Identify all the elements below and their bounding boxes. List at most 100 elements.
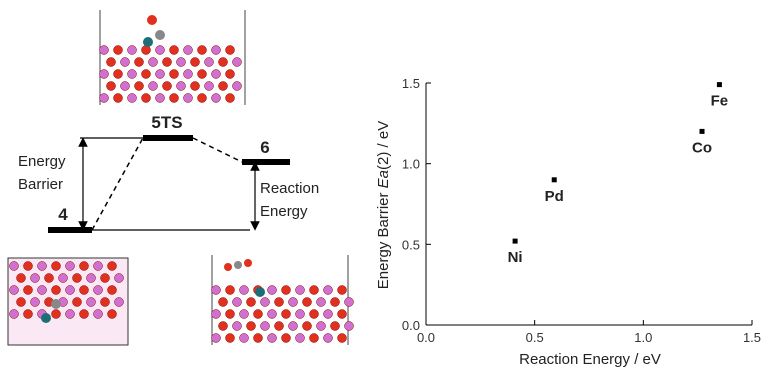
atom: [24, 286, 33, 295]
atom: [310, 334, 319, 343]
atom: [219, 58, 228, 67]
atom: [149, 82, 158, 91]
atom: [261, 298, 270, 307]
y-tick-label: 1.0: [402, 157, 420, 172]
atom: [170, 94, 179, 103]
atom: [17, 274, 26, 283]
atom: [38, 262, 47, 271]
atom: [289, 298, 298, 307]
level-label: 4: [58, 205, 68, 224]
atom: [331, 322, 340, 331]
atom: [128, 46, 137, 55]
atom: [170, 46, 179, 55]
atom: [184, 46, 193, 55]
atom: [163, 58, 172, 67]
atom: [317, 322, 326, 331]
atom: [268, 286, 277, 295]
atom: [52, 262, 61, 271]
barrier-label: Energy: [18, 153, 66, 170]
atom: [156, 46, 165, 55]
atom: [52, 286, 61, 295]
atom: [142, 70, 151, 79]
atom: [296, 334, 305, 343]
atom: [73, 298, 82, 307]
atom: [275, 298, 284, 307]
y-label-part: (2) / eV: [375, 121, 392, 170]
atom: [226, 46, 235, 55]
point: [717, 82, 722, 87]
atom: [219, 82, 228, 91]
atom: [114, 46, 123, 55]
atom: [163, 82, 172, 91]
atom: [156, 94, 165, 103]
scatter-plot: 0.00.51.01.50.00.51.01.5NiPdCoFe: [402, 76, 761, 345]
atom: [338, 310, 347, 319]
barrier-label: Barrier: [18, 176, 63, 193]
atom: [191, 58, 200, 67]
x-axis-label: Reaction Energy / eV: [519, 351, 661, 368]
atom: [100, 94, 109, 103]
level-label: 5TS: [151, 113, 182, 132]
atom: [233, 58, 242, 67]
atom: [198, 70, 207, 79]
point: [552, 177, 557, 182]
atom: [275, 322, 284, 331]
page: {"diagram": {"levels": ["4", "5TS", "6"]…: [0, 0, 767, 372]
atom: [219, 298, 228, 307]
figure: 4 5TS 6 Energy Barrier Reaction Energy 0…: [0, 0, 767, 372]
point-label: Fe: [711, 93, 729, 110]
atom: [45, 274, 54, 283]
atom: [338, 334, 347, 343]
atom: [240, 286, 249, 295]
atom: [324, 286, 333, 295]
atom: [135, 58, 144, 67]
atom: [177, 82, 186, 91]
atom: [80, 286, 89, 295]
point-label: Pd: [545, 188, 564, 205]
atom: [31, 274, 40, 283]
atom: [233, 298, 242, 307]
atom: [170, 70, 179, 79]
point-label: Ni: [508, 249, 523, 266]
y-tick-label: 0.5: [402, 237, 420, 252]
atom: [10, 286, 19, 295]
atom: [296, 286, 305, 295]
atom: [108, 262, 117, 271]
atom: [114, 94, 123, 103]
atom: [219, 322, 228, 331]
atom: [317, 298, 326, 307]
atom: [24, 310, 33, 319]
atom: [100, 46, 109, 55]
atom: [51, 299, 61, 309]
atom: [240, 310, 249, 319]
atom: [254, 334, 263, 343]
atom: [80, 262, 89, 271]
atom: [66, 262, 75, 271]
atom: [115, 274, 124, 283]
atom: [142, 94, 151, 103]
atom: [107, 82, 116, 91]
point: [513, 239, 518, 244]
atom: [94, 310, 103, 319]
atom: [149, 58, 158, 67]
atom: [41, 313, 51, 323]
atom: [128, 94, 137, 103]
y-tick-label: 0.0: [402, 318, 420, 333]
atom: [31, 298, 40, 307]
atom: [310, 286, 319, 295]
atom: [143, 37, 153, 47]
atom: [128, 70, 137, 79]
atom: [191, 82, 200, 91]
atom: [59, 274, 68, 283]
atom: [184, 70, 193, 79]
atom: [198, 46, 207, 55]
atom: [247, 298, 256, 307]
atom: [268, 310, 277, 319]
atom: [303, 298, 312, 307]
atom: [244, 259, 252, 267]
atom: [205, 58, 214, 67]
atom: [177, 58, 186, 67]
y-tick-label: 1.5: [402, 76, 420, 91]
atom: [115, 298, 124, 307]
x-tick-label: 1.5: [743, 330, 761, 345]
